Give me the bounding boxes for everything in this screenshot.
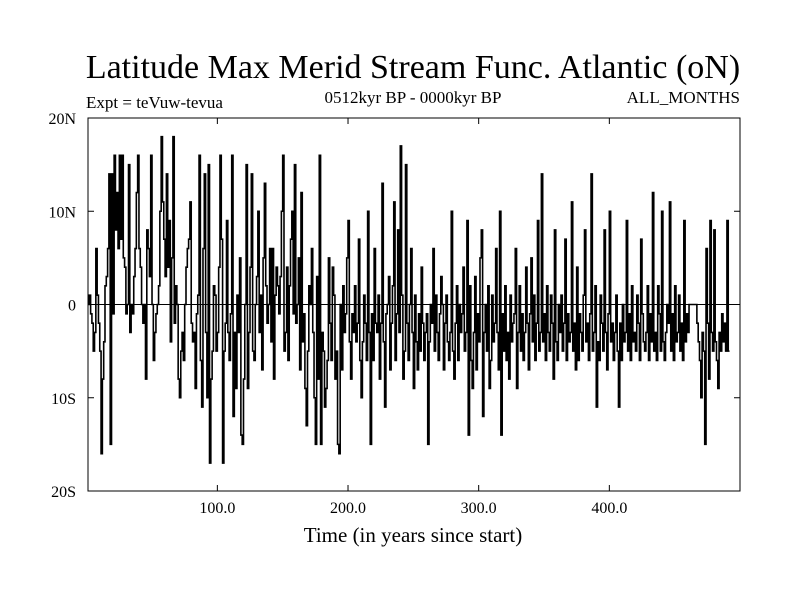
x-axis: 100.0 200.0 300.0 400.0: [199, 118, 627, 517]
chart-title: Latitude Max Merid Stream Func. Atlantic…: [86, 49, 740, 86]
x-tick-label-2: 300.0: [461, 500, 497, 517]
series-line-0: [88, 135, 730, 464]
months-label: ALL_MONTHS: [627, 88, 740, 107]
experiment-label: Expt = teVuw-tevua: [86, 93, 223, 112]
series-layer: [88, 135, 730, 464]
y-axis: 20N 10N 0 10S 20S: [48, 111, 740, 501]
y-tick-label-4: 20S: [51, 484, 76, 501]
x-axis-label: Time (in years since start): [304, 523, 523, 547]
y-tick-label-2: 0: [68, 298, 76, 315]
x-tick-label-0: 100.0: [199, 500, 235, 517]
y-tick-label-0: 20N: [48, 111, 76, 128]
time-range-label: 0512kyr BP - 0000kyr BP: [325, 88, 502, 107]
x-tick-label-1: 200.0: [330, 500, 366, 517]
x-tick-label-3: 400.0: [591, 500, 627, 517]
y-tick-label-3: 10S: [51, 391, 76, 408]
y-tick-label-1: 10N: [48, 204, 76, 221]
